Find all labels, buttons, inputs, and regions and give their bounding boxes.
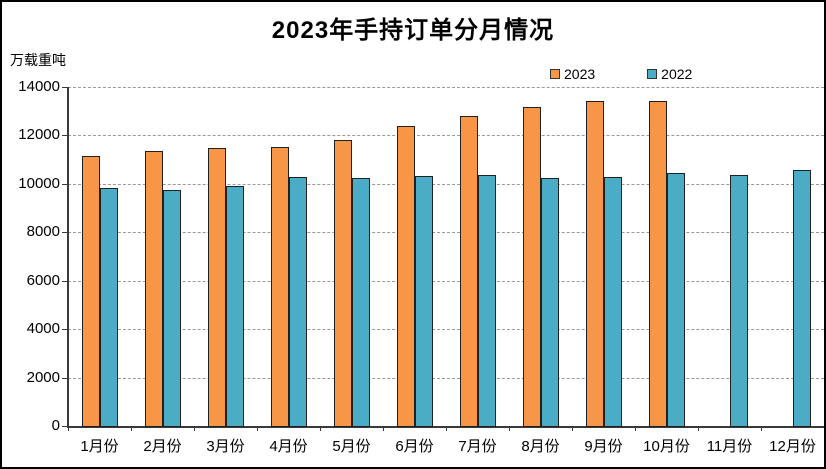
bar-2023-6月份 [396, 126, 415, 427]
legend-label-2022: 2022 [661, 66, 693, 82]
y-tickmark [62, 377, 68, 379]
legend: 2023 2022 [550, 66, 692, 82]
y-tickmark [62, 329, 68, 331]
x-tick-label: 5月份 [332, 438, 371, 455]
bar-2023-7月份 [459, 116, 478, 427]
gridline-6000 [68, 280, 824, 282]
x-tick-label: 11月份 [706, 438, 753, 455]
x-tick-label: 12月份 [769, 438, 816, 455]
y-tick-label: 0 [51, 417, 60, 434]
x-axis [67, 426, 824, 428]
legend-swatch-2022-icon [647, 69, 658, 79]
y-tickmark [62, 135, 68, 137]
x-tickmark [824, 426, 825, 431]
y-tick-label: 14000 [18, 78, 60, 95]
x-tickmark [635, 426, 636, 431]
x-tick-label: 9月份 [584, 438, 623, 455]
legend-label-2023: 2023 [564, 66, 596, 82]
bar-2022-5月份 [351, 177, 370, 427]
gridline-12000 [68, 135, 824, 137]
x-tick-label: 1月份 [80, 438, 119, 455]
bar-2022-7月份 [477, 174, 496, 427]
y-tickmark [62, 232, 68, 234]
x-tickmark [761, 426, 762, 431]
y-axis-unit-label: 万载重吨 [10, 52, 66, 68]
gridline-8000 [68, 232, 824, 234]
gridline-4000 [68, 329, 824, 331]
y-tickmark [62, 280, 68, 282]
gridline-14000 [68, 87, 824, 88]
x-tick-label: 7月份 [458, 438, 497, 455]
chart-title: 2023年手持订单分月情况 [271, 17, 555, 44]
bar-2022-2月份 [162, 190, 181, 427]
y-tickmark [62, 183, 68, 185]
x-tickmark [68, 426, 69, 431]
bar-2022-11月份 [729, 174, 748, 427]
x-tickmark [257, 426, 258, 431]
x-tickmark [446, 426, 447, 431]
gridline-2000 [68, 377, 824, 379]
bar-2023-10月份 [648, 101, 667, 427]
x-tick-label: 4月份 [269, 438, 308, 455]
y-tick-label: 8000 [26, 223, 60, 241]
bar-2023-4月份 [270, 147, 289, 427]
bar-2022-10月份 [666, 172, 685, 427]
bar-2023-3月份 [207, 148, 226, 427]
bar-2022-9月份 [603, 177, 622, 427]
legend-swatch-2023-icon [550, 69, 560, 79]
y-tick-label: 6000 [26, 271, 60, 289]
bar-2022-4月份 [288, 176, 307, 427]
plot-right-border [824, 87, 825, 426]
x-tick-label: 10月份 [643, 438, 690, 455]
legend-item-2022: 2022 [647, 66, 692, 82]
y-tick-label: 4000 [26, 320, 60, 338]
x-tickmark [320, 426, 321, 431]
y-tick-label: 2000 [26, 368, 60, 386]
bar-2023-8月份 [522, 107, 541, 427]
y-tickmark [62, 426, 68, 427]
bar-2023-2月份 [144, 151, 163, 427]
x-tick-label: 2月份 [143, 438, 182, 455]
y-axis [67, 87, 69, 426]
x-tickmark [572, 426, 573, 431]
bar-2022-1月份 [99, 187, 118, 427]
legend-item-2023: 2023 [550, 66, 595, 82]
bar-2022-12月份 [792, 170, 811, 427]
bar-2023-9月份 [585, 101, 604, 427]
x-tick-label: 8月份 [521, 438, 560, 455]
x-tickmark [383, 426, 384, 431]
x-tickmark [509, 426, 510, 431]
bar-2022-6月份 [414, 176, 433, 427]
gridline-10000 [68, 183, 824, 185]
bar-2023-5月份 [333, 140, 352, 427]
bar-2022-3月份 [225, 185, 244, 427]
bar-2022-8月份 [540, 178, 559, 427]
x-tick-label: 3月份 [206, 438, 245, 455]
y-tick-label: 10000 [18, 174, 60, 192]
bar-2023-1月份 [81, 156, 100, 427]
x-tickmark [698, 426, 699, 431]
x-tick-label: 6月份 [395, 438, 434, 455]
y-tickmark [62, 87, 68, 88]
y-tick-label: 12000 [18, 126, 60, 144]
x-tickmark [131, 426, 132, 431]
x-tickmark [194, 426, 195, 431]
